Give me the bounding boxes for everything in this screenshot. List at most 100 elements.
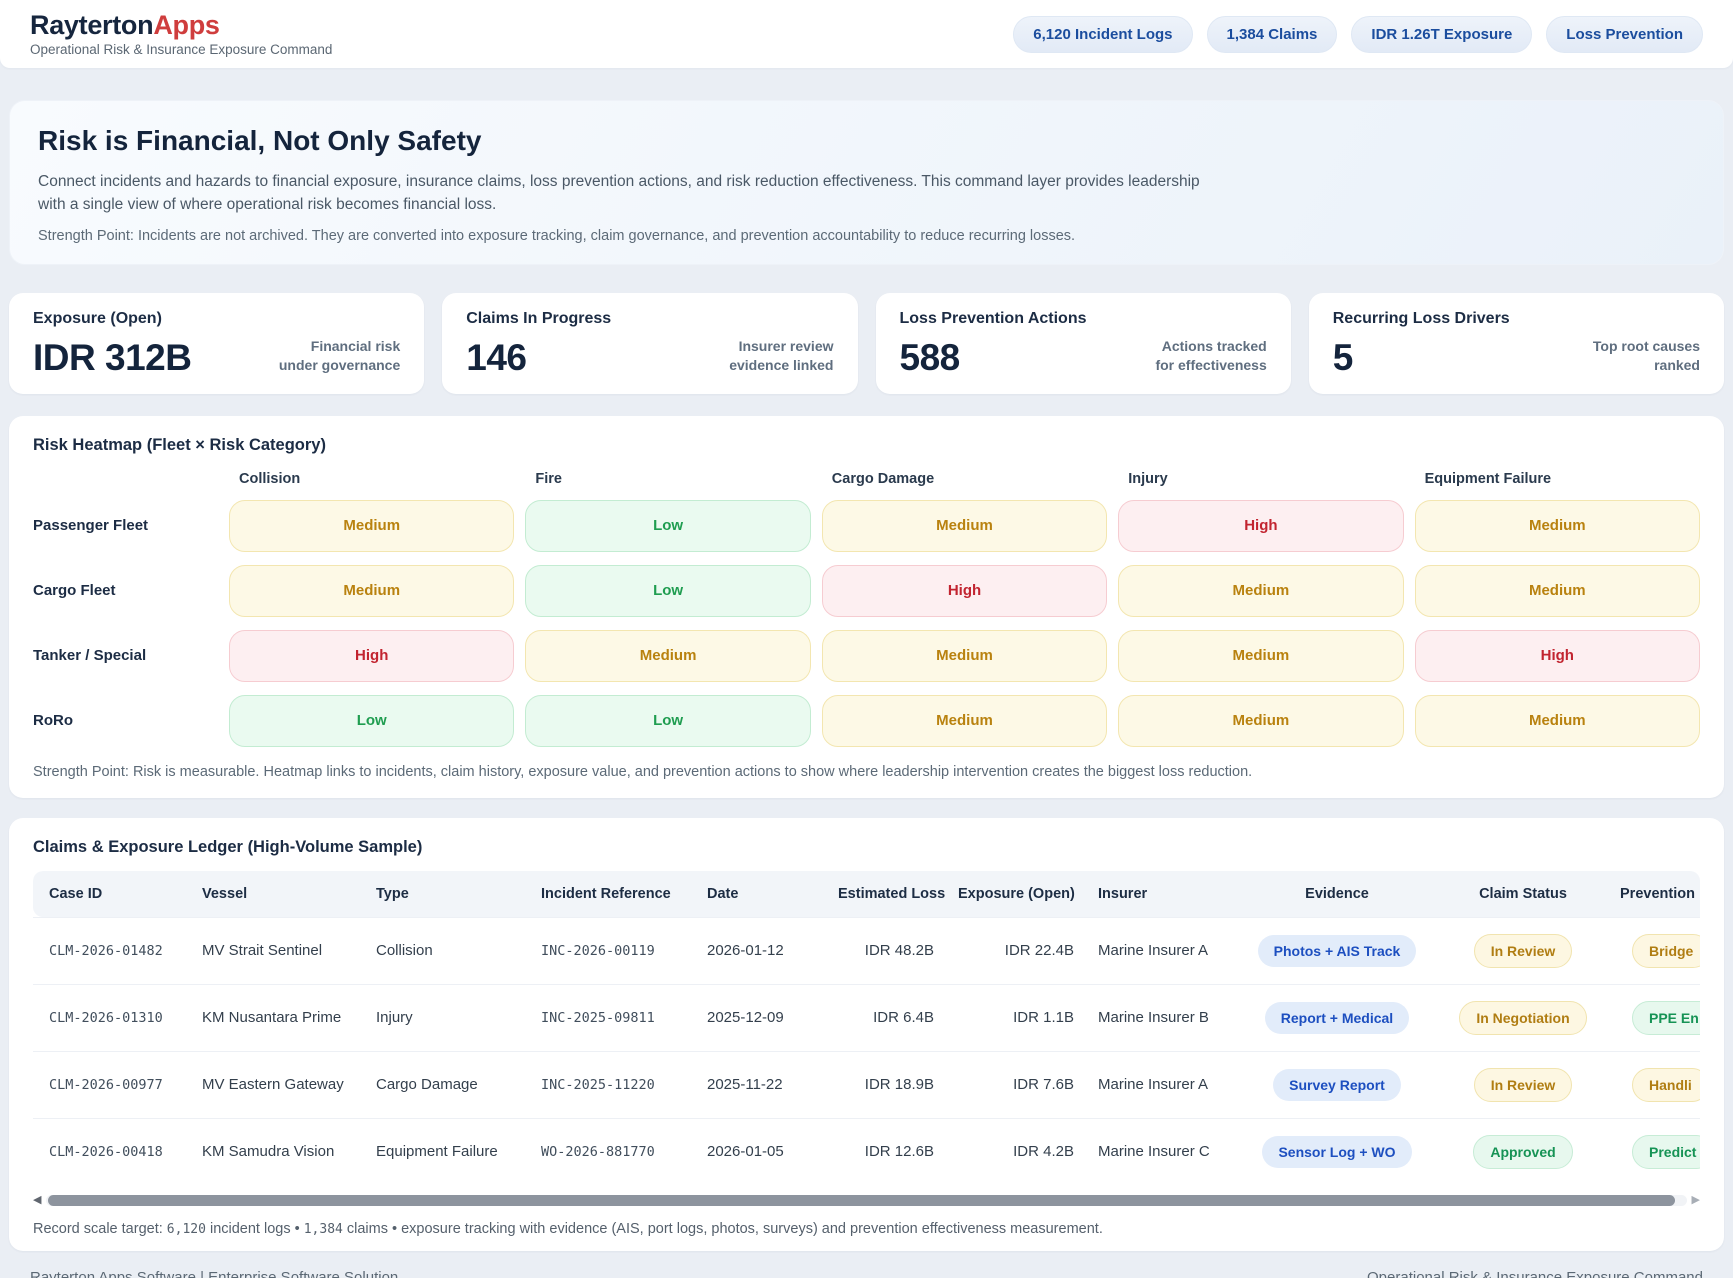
evidence-chip[interactable]: Sensor Log + WO [1262,1136,1411,1168]
table-row[interactable]: CLM-2026-00977 MV Eastern Gateway Cargo … [33,1051,1700,1118]
heatmap-cell[interactable]: High [229,630,514,682]
stat-badge-incident-logs[interactable]: 6,120 Incident Logs [1013,16,1192,53]
scrollbar-track[interactable] [46,1195,1686,1206]
evidence-chip[interactable]: Report + Medical [1265,1002,1409,1034]
kpi-caption-line2: under governance [279,357,400,373]
footnote-middle: incident logs • [206,1221,304,1237]
kpi-card-claims-in-progress: Claims In Progress 146 Insurer reviewevi… [442,293,857,394]
heatmap-cell[interactable]: Medium [822,630,1107,682]
kpi-card-exposure-open: Exposure (Open) IDR 312B Financial risku… [9,293,424,394]
header-bar: RaytertonApps Operational Risk & Insuran… [0,0,1733,68]
heatmap-row-label-tanker-special: Tanker / Special [33,647,218,664]
scroll-left-arrow-icon[interactable]: ◀ [33,1195,41,1206]
heatmap-cell[interactable]: Low [525,500,810,552]
cell-estimated-loss: IDR 48.2B [826,917,946,984]
evidence-chip[interactable]: Photos + AIS Track [1258,935,1417,967]
stat-badge-loss-prevention[interactable]: Loss Prevention [1546,16,1703,53]
heatmap-cell[interactable]: Medium [1118,565,1403,617]
header-badges: 6,120 Incident Logs 1,384 Claims IDR 1.2… [1013,16,1703,53]
heatmap-grid: Collision Fire Cargo Damage Injury Equip… [33,471,1700,747]
heatmap-cell[interactable]: Medium [822,695,1107,747]
column-header-case-id: Case ID [33,871,190,918]
column-header-insurer: Insurer [1086,871,1236,918]
kpi-value: 588 [900,339,960,376]
heatmap-cell[interactable]: Medium [1415,565,1700,617]
heatmap-cell[interactable]: Medium [229,565,514,617]
kpi-caption-line1: Insurer review [739,338,834,354]
heatmap-cell[interactable]: Low [229,695,514,747]
prevention-chip: Predict [1632,1135,1700,1169]
heatmap-cell[interactable]: Low [525,695,810,747]
cell-exposure-open: IDR 22.4B [946,917,1086,984]
heatmap-cell[interactable]: Low [525,565,810,617]
heatmap-title: Risk Heatmap (Fleet × Risk Category) [33,436,1700,455]
kpi-row: Exposure (Open) IDR 312B Financial risku… [9,293,1724,394]
table-row[interactable]: CLM-2026-00418 KM Samudra Vision Equipme… [33,1118,1700,1185]
heatmap-cell[interactable]: Medium [525,630,810,682]
column-header-incident-reference: Incident Reference [529,871,695,918]
ledger-table: Case ID Vessel Type Incident Reference D… [33,871,1700,1185]
footnote-suffix: claims • exposure tracking with evidence… [343,1221,1103,1237]
cell-insurer: Marine Insurer A [1086,1051,1236,1118]
table-header-row: Case ID Vessel Type Incident Reference D… [33,871,1700,918]
scroll-right-arrow-icon[interactable]: ▶ [1692,1195,1700,1206]
footnote-claims-count: 1,384 [304,1222,343,1237]
prevention-chip: Bridge [1632,934,1700,968]
kpi-caption-line1: Financial risk [311,338,400,354]
cell-date: 2025-12-09 [695,984,826,1051]
cell-vessel: KM Samudra Vision [190,1118,364,1185]
ledger-table-viewport: Case ID Vessel Type Incident Reference D… [33,871,1700,1185]
cell-date: 2026-01-05 [695,1118,826,1185]
heatmap-cell[interactable]: Medium [229,500,514,552]
ledger-panel: Claims & Exposure Ledger (High-Volume Sa… [9,818,1724,1251]
ledger-footnote: Record scale target: 6,120 incident logs… [33,1221,1700,1237]
footer-left: Rayterton Apps Software | Enterprise Sof… [30,1269,398,1278]
evidence-chip[interactable]: Survey Report [1273,1069,1401,1101]
heatmap-cell[interactable]: Medium [1415,500,1700,552]
footer-right: Operational Risk & Insurance Exposure Co… [1367,1269,1703,1278]
table-row[interactable]: CLM-2026-01310 KM Nusantara Prime Injury… [33,984,1700,1051]
prevention-chip: Handli [1632,1068,1700,1102]
heatmap-row-label-passenger-fleet: Passenger Fleet [33,517,218,534]
hero-strength-point: Strength Point: Incidents are not archiv… [38,228,1695,244]
kpi-label: Claims In Progress [466,310,833,328]
cell-case-id: CLM-2026-01310 [33,984,190,1051]
stat-badge-claims[interactable]: 1,384 Claims [1207,16,1338,53]
heatmap-strength-point: Strength Point: Risk is measurable. Heat… [33,764,1700,780]
cell-vessel: MV Eastern Gateway [190,1051,364,1118]
status-badge: Approved [1473,1135,1572,1169]
kpi-card-recurring-loss-drivers: Recurring Loss Drivers 5 Top root causes… [1309,293,1724,394]
cell-type: Equipment Failure [364,1118,529,1185]
footnote-prefix: Record scale target: [33,1221,167,1237]
cell-date: 2025-11-22 [695,1051,826,1118]
heatmap-cell[interactable]: High [822,565,1107,617]
stat-badge-exposure[interactable]: IDR 1.26T Exposure [1351,16,1532,53]
hero-description: Connect incidents and hazards to financi… [38,170,1203,217]
column-header-prevention: Prevention [1608,871,1700,918]
kpi-value: 5 [1333,339,1353,376]
kpi-value: 146 [466,339,526,376]
status-badge: In Negotiation [1459,1001,1586,1035]
status-badge: In Review [1474,1068,1573,1102]
heatmap-panel: Risk Heatmap (Fleet × Risk Category) Col… [9,416,1724,798]
table-row[interactable]: CLM-2026-01482 MV Strait Sentinel Collis… [33,917,1700,984]
hero-panel: Risk is Financial, Not Only Safety Conne… [9,100,1724,265]
kpi-label: Recurring Loss Drivers [1333,310,1700,328]
heatmap-cell[interactable]: Medium [1415,695,1700,747]
heatmap-column-header-equipment-failure: Equipment Failure [1415,471,1700,487]
heatmap-cell[interactable]: Medium [1118,695,1403,747]
heatmap-cell[interactable]: High [1118,500,1403,552]
footnote-incident-count: 6,120 [167,1222,206,1237]
brand-name-accent: Apps [153,10,219,40]
brand-logo: RaytertonApps Operational Risk & Insuran… [30,11,332,57]
heatmap-column-header-collision: Collision [229,471,514,487]
heatmap-cell[interactable]: High [1415,630,1700,682]
heatmap-cell[interactable]: Medium [822,500,1107,552]
heatmap-row-label-cargo-fleet: Cargo Fleet [33,582,218,599]
cell-estimated-loss: IDR 12.6B [826,1118,946,1185]
scrollbar-thumb[interactable] [48,1195,1674,1206]
cell-vessel: KM Nusantara Prime [190,984,364,1051]
cell-type: Collision [364,917,529,984]
heatmap-cell[interactable]: Medium [1118,630,1403,682]
heatmap-column-header-injury: Injury [1118,471,1403,487]
